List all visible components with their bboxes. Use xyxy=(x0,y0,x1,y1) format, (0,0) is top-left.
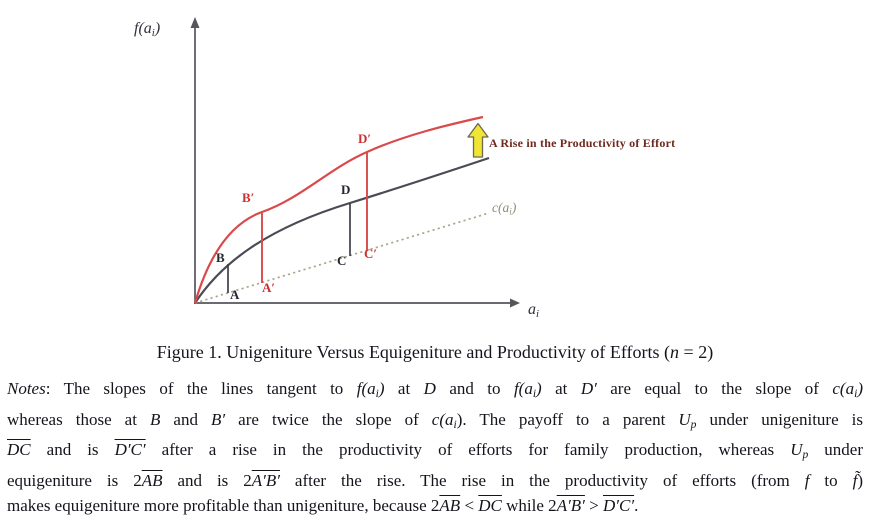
notes-line-3: DC and is D′C′ after a rise in the produ… xyxy=(7,440,863,462)
notes-line-5: makes equigeniture more profitable than … xyxy=(7,496,639,516)
notes-line-2: whereas those at B and B′ are twice the … xyxy=(7,409,864,431)
point-label-d: D xyxy=(341,182,351,197)
figure-1-plot: f(ai) ai c(ai) B A B′ A′ D C D′ C′ A Ris… xyxy=(134,17,676,321)
point-label-a: A xyxy=(230,287,240,302)
point-label-b: B xyxy=(216,250,225,265)
point-label-b-prime: B′ xyxy=(242,190,255,205)
rise-annotation-text: A Rise in the Productivity of Effort xyxy=(489,136,676,150)
x-axis-label: ai xyxy=(528,301,540,321)
point-label-c: C xyxy=(337,253,347,268)
cost-line-label: c(ai) xyxy=(492,200,517,217)
production-curve-before-rise xyxy=(194,156,490,304)
production-curve-after-rise xyxy=(193,115,484,304)
plot-canvas xyxy=(190,17,520,308)
point-label-d-prime: D′ xyxy=(358,131,372,146)
notes-paragraph: Notes: The slopes of the lines tangent t… xyxy=(7,376,863,519)
figure-caption: Figure 1. Unigeniture Versus Equigenitur… xyxy=(156,342,714,362)
y-axis-label: f(ai) xyxy=(134,20,161,40)
y-axis-arrowhead-icon xyxy=(190,17,200,28)
notes-line-1: Notes: The slopes of the lines tangent t… xyxy=(7,379,863,401)
point-label-a-prime: A′ xyxy=(262,280,276,295)
notes-line-4: equigeniture is 2AB and is 2A′B′ after t… xyxy=(7,470,863,490)
point-label-c-prime: C′ xyxy=(364,246,378,261)
rise-arrow-icon xyxy=(467,122,489,158)
x-axis-arrowhead-icon xyxy=(510,298,520,308)
